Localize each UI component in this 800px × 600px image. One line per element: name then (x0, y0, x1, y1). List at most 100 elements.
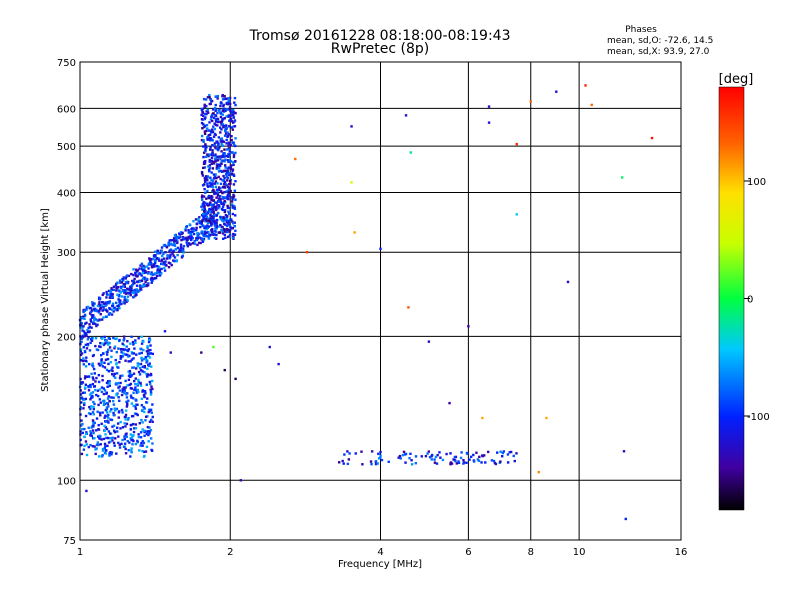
data-point (106, 444, 109, 448)
data-point (158, 270, 162, 273)
data-point (127, 374, 131, 378)
data-point (204, 177, 208, 180)
data-point (86, 338, 90, 341)
data-point (126, 339, 129, 343)
data-point (113, 306, 116, 310)
data-point (228, 230, 231, 233)
data-point (121, 348, 125, 351)
data-point (127, 378, 131, 382)
data-point (118, 376, 122, 380)
data-point (227, 173, 231, 177)
data-point (136, 362, 139, 365)
data-point (115, 289, 118, 292)
data-point (100, 455, 104, 458)
data-point (217, 175, 220, 179)
data-point (91, 362, 94, 365)
data-point (134, 377, 137, 380)
data-point (104, 308, 108, 311)
data-point (210, 99, 214, 103)
data-point (203, 178, 207, 182)
data-point (160, 259, 163, 263)
data-point (225, 97, 228, 100)
data-point (100, 422, 103, 426)
data-point (216, 159, 220, 162)
data-point (232, 196, 235, 199)
data-point (224, 166, 227, 169)
data-point (227, 154, 230, 157)
data-point (82, 357, 85, 360)
data-point (206, 177, 209, 180)
data-point (234, 229, 237, 233)
data-point (210, 113, 214, 117)
data-point (113, 407, 116, 410)
data-point (231, 108, 235, 112)
data-point (201, 218, 204, 222)
data-point (148, 356, 152, 359)
data-point (204, 218, 208, 221)
data-point (202, 162, 206, 166)
data-point (204, 148, 207, 151)
data-point (156, 249, 159, 253)
data-point (218, 195, 222, 198)
data-point (219, 217, 222, 221)
data-point (118, 307, 121, 310)
data-point (120, 408, 124, 412)
data-point (206, 204, 210, 207)
data-point (129, 387, 133, 390)
data-point (210, 128, 214, 131)
data-point (409, 151, 412, 154)
data-point (97, 373, 101, 377)
data-point (201, 240, 204, 243)
data-point (145, 361, 148, 364)
data-point (107, 416, 110, 420)
data-point (131, 414, 135, 418)
data-point (124, 353, 127, 356)
data-point (161, 254, 164, 258)
data-point (195, 228, 198, 232)
data-point (621, 176, 624, 179)
data-point (80, 452, 84, 456)
data-point (123, 422, 126, 425)
data-point (92, 420, 95, 423)
data-point (348, 452, 351, 455)
data-point (228, 233, 232, 237)
data-point (214, 208, 218, 212)
data-point (487, 121, 491, 124)
data-point (148, 408, 152, 412)
data-point (169, 248, 173, 251)
data-point (117, 416, 120, 419)
data-point (215, 176, 218, 180)
data-point (130, 396, 133, 399)
data-point (139, 444, 142, 447)
data-point (156, 268, 159, 272)
data-point (215, 147, 219, 151)
data-point (140, 356, 143, 360)
data-point (222, 124, 225, 128)
data-point (123, 283, 127, 286)
data-point (228, 186, 231, 190)
data-point (220, 150, 223, 153)
data-point (207, 134, 211, 137)
data-point (136, 269, 140, 272)
data-point (226, 228, 229, 231)
data-point (95, 443, 99, 447)
data-point (122, 445, 126, 448)
chart-subtitle: RwPretec (8p) (331, 41, 429, 57)
data-point (100, 390, 104, 394)
data-point (92, 400, 95, 404)
data-point (116, 422, 120, 425)
data-point (169, 239, 173, 242)
data-point (134, 271, 137, 275)
data-point (227, 223, 231, 226)
data-point (109, 437, 112, 440)
data-point (222, 228, 226, 231)
data-point (95, 417, 99, 420)
data-point (387, 460, 390, 463)
data-point (211, 188, 215, 192)
data-point (114, 337, 117, 341)
data-point (108, 382, 111, 385)
data-point (121, 342, 124, 345)
data-point (142, 405, 145, 409)
data-point (140, 441, 143, 445)
data-point (79, 325, 83, 329)
